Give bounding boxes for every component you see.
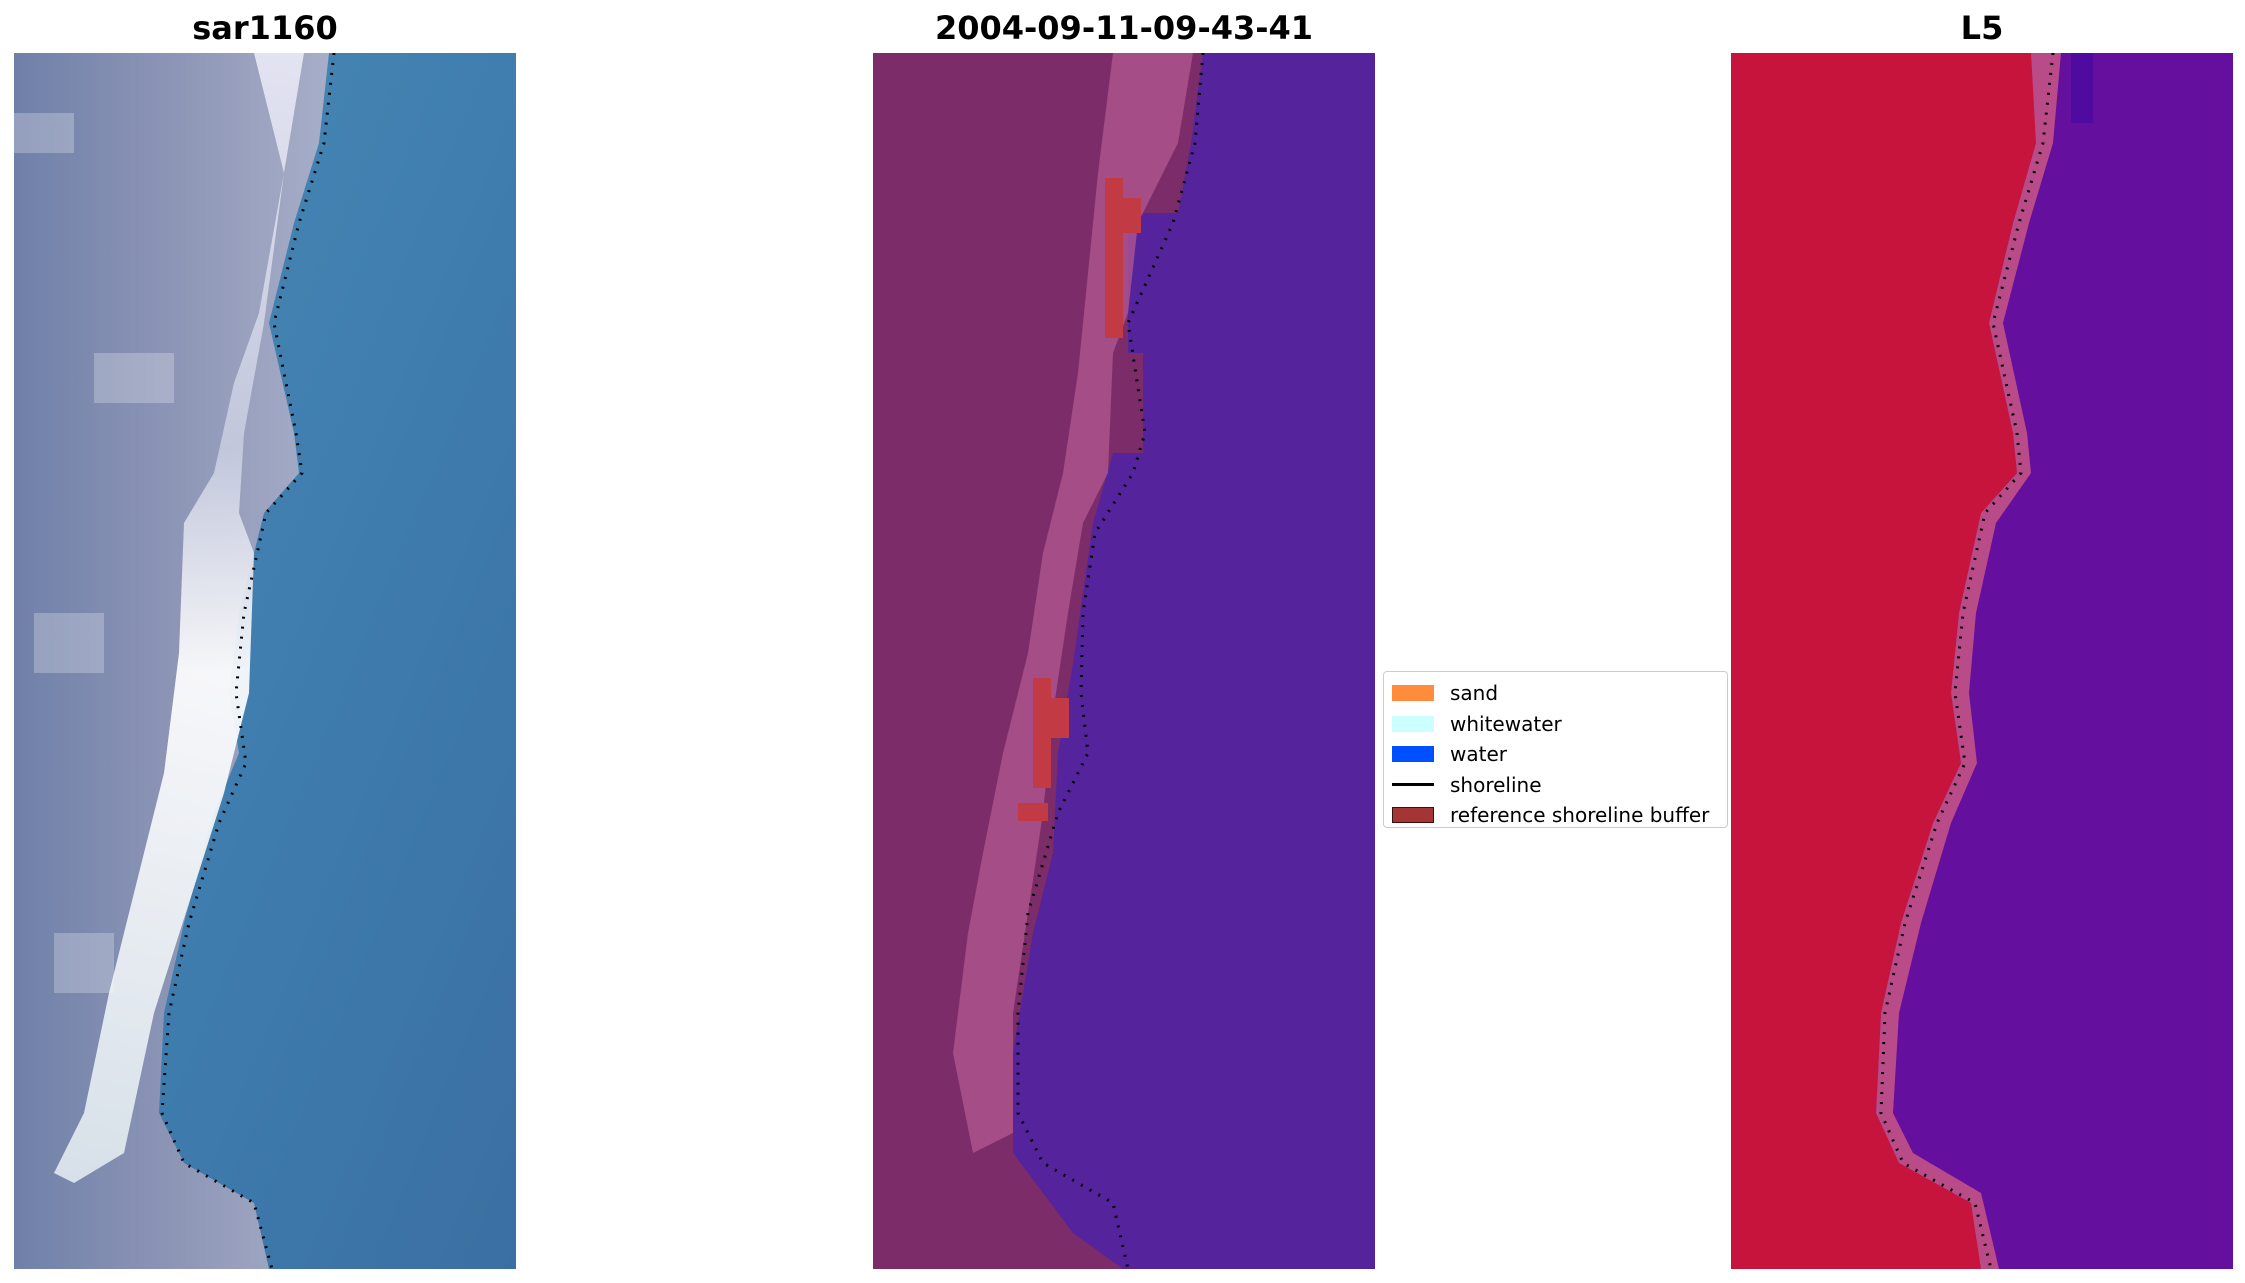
legend-item-reference-shoreline-buffer: reference shoreline buffer xyxy=(1392,800,1719,831)
mndwi-land xyxy=(1731,53,2049,1269)
legend-label: shoreline xyxy=(1450,772,1542,797)
legend-label: sand xyxy=(1450,681,1499,706)
classified-image xyxy=(873,53,1375,1269)
shoreline-line-icon xyxy=(1392,783,1434,787)
legend-label: water xyxy=(1450,742,1507,767)
buffer-swatch-icon xyxy=(1392,807,1434,824)
rgb-satellite-image xyxy=(14,53,516,1269)
reference-shoreline-buffer xyxy=(1018,178,1141,821)
legend-item-sand: sand xyxy=(1392,678,1719,709)
sand-swatch-icon xyxy=(1392,685,1434,702)
legend: sand whitewater water shoreline referenc… xyxy=(1383,671,1728,828)
legend-item-shoreline: shoreline xyxy=(1392,770,1719,801)
water-swatch-icon xyxy=(1392,746,1434,763)
legend-item-water: water xyxy=(1392,739,1719,770)
legend-label: reference shoreline buffer xyxy=(1450,803,1710,828)
mndwi-transition-band xyxy=(1876,53,2061,1269)
classified-beach-band xyxy=(953,53,1193,1153)
mndwi-image xyxy=(1731,53,2233,1269)
whitewater-swatch-icon xyxy=(1392,715,1434,732)
panel-title-classified: 2004-09-11-09-43-41 xyxy=(934,9,1314,47)
panel-title-rgb: sar1160 xyxy=(192,9,338,47)
legend-item-whitewater: whitewater xyxy=(1392,709,1719,740)
legend-label: whitewater xyxy=(1450,711,1562,736)
panel-title-mndwi: L5 xyxy=(1960,9,2004,47)
